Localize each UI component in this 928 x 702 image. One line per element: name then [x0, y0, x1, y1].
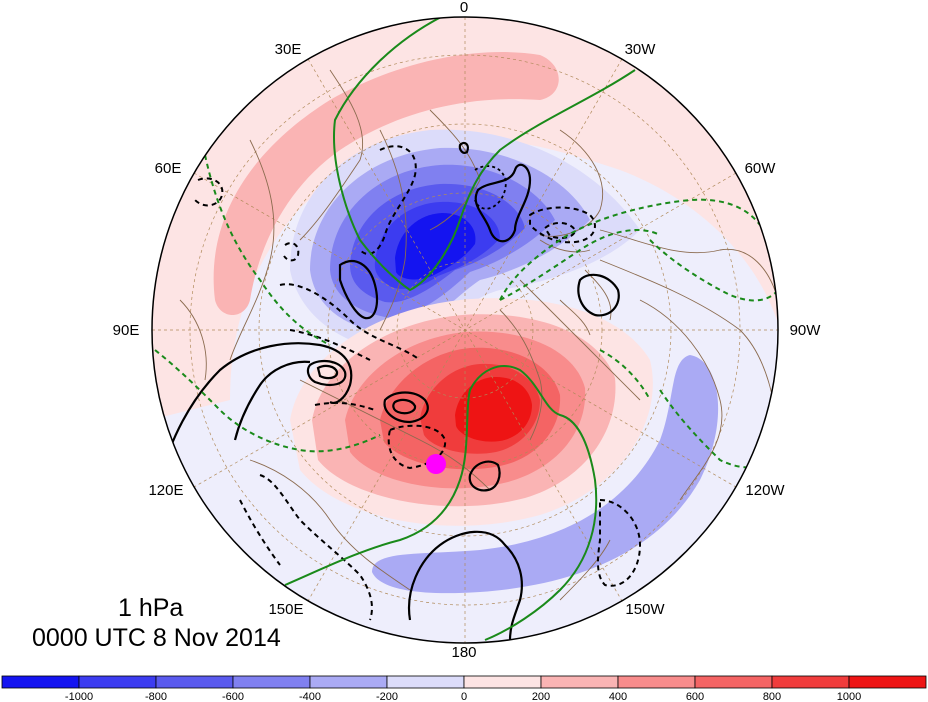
colorbar-label-7: 400 [609, 691, 627, 702]
coastlines [179, 69, 778, 601]
anomaly-pos-band-northwest [213, 52, 559, 315]
colorbar-swatch-10 [771, 675, 850, 689]
lon-label-0: 0 [460, 0, 468, 16]
negative-contours-dotted [474, 165, 507, 210]
colorbar-swatch-3 [232, 675, 311, 689]
colorbar: -1000 -800 -600 -400 -200 0 200 400 600 800 1000 [1, 675, 927, 702]
colorbar-swatch-6 [463, 675, 542, 689]
colorbar-swatch-11 [848, 675, 927, 689]
longitude-labels: 0 30W 60W 90W 120W 150W 180 150E 120E 90… [113, 0, 822, 661]
colorbar-label-6: 200 [532, 691, 550, 702]
anomaly-pos-core [455, 376, 532, 442]
lon-label-180: 180 [451, 644, 476, 661]
green-solid-contours [284, 17, 636, 641]
lon-label-150e: 150E [268, 601, 303, 618]
time-label: 0000 UTC 8 Nov 2014 [32, 624, 281, 652]
lon-label-90e: 90E [113, 322, 140, 339]
lon-label-30e: 30E [275, 41, 302, 58]
lon-label-120w: 120W [745, 482, 785, 499]
lon-label-60w: 60W [745, 160, 777, 177]
colorbar-label-9: 800 [763, 691, 781, 702]
colorbar-label-2: -600 [222, 691, 244, 702]
green-dashed-contours [154, 154, 778, 469]
lon-label-60e: 60E [155, 160, 182, 177]
anomaly-neg-band-southeast [372, 355, 719, 594]
colorbar-swatch-0 [1, 675, 80, 689]
lon-label-120e: 120E [148, 482, 183, 499]
colorbar-swatch-1 [78, 675, 157, 689]
colorbar-swatch-5 [386, 675, 465, 689]
anomaly-neg-core [395, 213, 476, 280]
colorbar-swatch-9 [694, 675, 773, 689]
colorbar-label-1: -800 [145, 691, 167, 702]
colorbar-swatch-2 [155, 675, 234, 689]
level-label: 1 hPa [118, 594, 184, 622]
lon-label-90w: 90W [790, 322, 822, 339]
colorbar-label-4: -200 [376, 691, 398, 702]
map-disk [152, 17, 778, 643]
map-boundary [151, 16, 779, 644]
colorbar-label-5: 0 [461, 691, 467, 702]
colorbar-swatch-7 [540, 675, 619, 689]
positive-contours [158, 141, 620, 641]
marker-dot [426, 454, 446, 474]
lon-label-30w: 30W [625, 41, 657, 58]
lon-label-150w: 150W [625, 601, 665, 618]
colorbar-label-3: -400 [299, 691, 321, 702]
colorbar-swatch-8 [617, 675, 696, 689]
negative-contours [194, 145, 642, 621]
colorbar-swatch-4 [309, 675, 388, 689]
colorbar-label-8: 600 [686, 691, 704, 702]
colorbar-label-10: 1000 [837, 691, 861, 702]
colorbar-label-0: -1000 [65, 691, 93, 702]
